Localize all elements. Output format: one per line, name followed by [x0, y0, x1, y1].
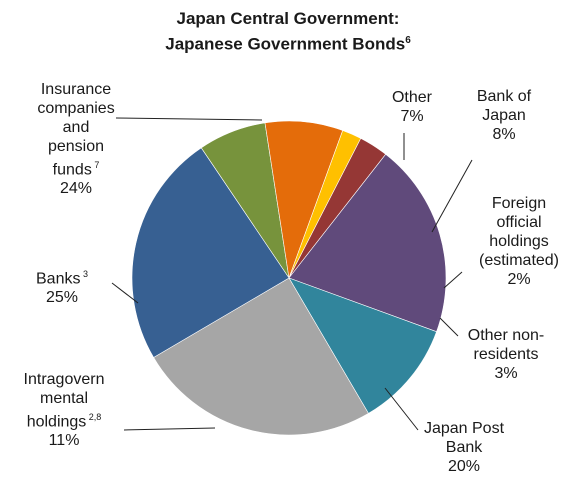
slice-label-line: 20% [447, 457, 481, 475]
footnote-marker: 3 [80, 269, 88, 279]
slice-label-foreign-official: Foreign official holdings (estimated) 2% [439, 194, 576, 289]
slice-label-line: Japan [482, 106, 526, 124]
pie-slice-intragov [288, 277, 437, 414]
slice-label-line: 2% [507, 270, 531, 288]
slice-label-line: (estimated) [478, 251, 560, 269]
slice-label-line: Insurance [40, 81, 112, 98]
slice-label-line: and [62, 119, 90, 136]
chart-title-text: Japanese Government Bonds [165, 34, 406, 54]
slice-label-line: Bank of [476, 87, 532, 105]
chart-title-line1: Japan Central Government: [176, 9, 400, 28]
slice-label-boj: Bank of Japan 8% [424, 87, 576, 144]
chart-title-note: 6 [405, 35, 411, 46]
slice-label-line: Other [391, 89, 432, 106]
leader-line-post-bank [384, 387, 419, 431]
slice-label-line: pension [47, 138, 105, 155]
slice-label-insurance: Insurance companies and pension funds 7 24% [0, 80, 156, 198]
slice-label-line: 24% [59, 180, 93, 198]
slice-label-banks: Banks 3 25% [0, 265, 142, 307]
slice-label-line: funds 7 [52, 160, 100, 179]
slice-label-line: residents [473, 345, 539, 363]
slice-label-line: Bank [445, 438, 483, 456]
slice-label-line: Other non- [467, 326, 545, 344]
pie-slices [131, 120, 447, 436]
slice-label-line: 3% [494, 364, 518, 382]
slice-label-line: holdings 2,8 [26, 412, 102, 431]
pie-slice-banks [153, 277, 369, 436]
slice-label-post-bank: Japan Post Bank 20% [384, 419, 544, 476]
slice-label-line: 11% [48, 432, 80, 450]
pie-slice-insurance [131, 147, 290, 358]
slice-label-line: 25% [45, 289, 79, 307]
pie-slice-post-bank [288, 153, 447, 333]
footnote-marker: 2,8 [86, 412, 102, 422]
slice-label-intragov: Intragovern mental holdings 2,8 11% [0, 370, 144, 450]
slice-label-line: 7% [400, 108, 424, 125]
slice-label-line: holdings [489, 232, 549, 250]
slice-label-line: official [496, 213, 542, 231]
leader-line-banks [111, 282, 139, 304]
leader-line-foreign-official [443, 271, 463, 289]
slice-label-other: Other 7% [332, 88, 492, 126]
slice-label-line: Intragovern [23, 371, 105, 388]
slice-label-other-nonres: Other non-residents 3% [426, 326, 576, 383]
leader-line-boj [431, 159, 473, 233]
slice-label-line: mental [39, 390, 89, 407]
slice-label-line: 8% [492, 125, 516, 143]
chart-title-line2: Japanese Government Bonds6 [0, 30, 576, 55]
slice-label-line: Banks 3 [36, 269, 88, 288]
slice-label-line: companies [37, 100, 115, 117]
footnote-marker: 7 [91, 160, 100, 170]
leader-line-intragov [123, 427, 216, 431]
leader-line-insurance [115, 117, 263, 121]
slice-label-line: Foreign [491, 194, 547, 212]
slice-label-line: Japan Post [423, 419, 505, 437]
leader-lines [111, 117, 473, 431]
leader-line-other-nonres [439, 317, 459, 337]
